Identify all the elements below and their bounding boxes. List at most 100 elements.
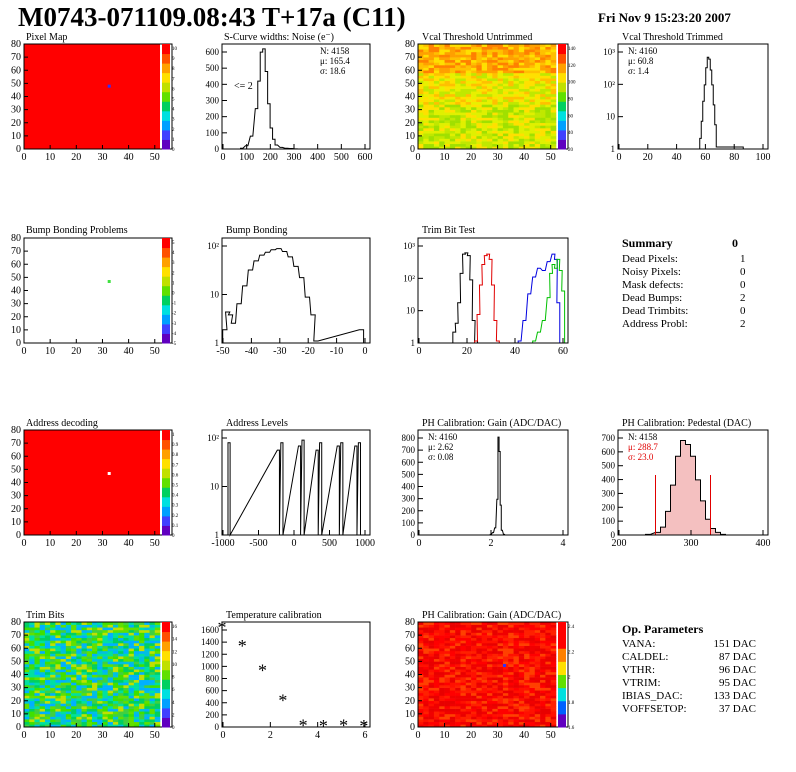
x-tick-label: 10: [45, 346, 55, 357]
heatmap-cell: [534, 669, 541, 673]
heatmap-cell: [471, 83, 477, 87]
heatmap-cell: [133, 653, 140, 657]
heatmap-cell: [449, 645, 456, 649]
heatmap-cell: [476, 716, 482, 720]
heatmap-cell: [481, 128, 488, 131]
heatmap-cell: [439, 650, 445, 654]
heatmap-cell: [65, 669, 72, 673]
heatmap-cell: [465, 711, 472, 715]
heatmap-cell: [460, 75, 467, 79]
heatmap-cell: [534, 637, 541, 641]
heatmap-cell: [133, 624, 140, 628]
heatmap-cell: [534, 75, 541, 79]
heatmap-cell: [139, 643, 145, 646]
heatmap-cell: [481, 57, 488, 61]
heatmap-cell: [444, 99, 451, 103]
heatmap-cell: [423, 682, 429, 686]
heatmap-cell: [518, 674, 525, 678]
heatmap-cell: [534, 677, 541, 681]
heatmap-cell: [34, 629, 40, 633]
palette-tick-label: 1.8: [568, 701, 575, 706]
heatmap-cell: [433, 143, 440, 147]
heatmap-cell: [71, 716, 77, 720]
heatmap-cell: [139, 716, 145, 720]
heatmap-cell: [433, 88, 440, 92]
heatmap-cell: [502, 724, 509, 728]
heatmap-cell: [460, 656, 467, 660]
heatmap-cell: [39, 671, 46, 675]
heatmap-cell: [65, 671, 72, 675]
heatmap-cell: [481, 624, 488, 628]
data-point: *: [359, 716, 368, 736]
heatmap-cell: [81, 713, 88, 717]
heatmap-cell: [518, 706, 525, 709]
y-tick-label: 20: [405, 696, 415, 707]
heatmap-cell: [133, 695, 140, 699]
heatmap-cell: [24, 653, 30, 657]
heatmap-cell: [550, 664, 557, 667]
heatmap-cell: [39, 706, 46, 709]
heatmap-cell: [433, 658, 440, 662]
summary-value: 1: [740, 253, 746, 265]
heatmap-cell: [492, 80, 498, 84]
heatmap-cell: [455, 130, 461, 134]
heatmap-cell: [60, 721, 67, 725]
heatmap-cell: [418, 650, 424, 654]
heatmap-cell: [465, 75, 472, 79]
heatmap-cell: [508, 716, 514, 720]
summary-box: Summary 0 Dead Pixels: 1 Noisy Pixels: 0…: [622, 236, 752, 336]
heatmap-cell: [540, 122, 546, 126]
heatmap-cell: [492, 128, 498, 131]
heatmap-cell: [97, 645, 103, 649]
heatmap-cell: [471, 640, 477, 644]
y-tick-label: 10³: [403, 241, 415, 251]
heatmap-cell: [144, 706, 150, 709]
summary-label: Address Probl:: [622, 318, 688, 330]
heatmap-cell: [107, 632, 114, 636]
y-tick-label: 70: [405, 52, 415, 63]
heatmap-cell: [465, 107, 472, 110]
heatmap-cell: [112, 708, 119, 712]
heatmap-cell: [97, 669, 103, 673]
heatmap-cell: [497, 44, 504, 47]
heatmap-cell: [534, 54, 541, 58]
heatmap-cell: [502, 706, 509, 709]
heatmap-cell: [24, 658, 30, 662]
heatmap-cell: [418, 716, 424, 720]
heatmap-cell: [102, 703, 108, 707]
heatmap-cell: [492, 141, 498, 145]
stats-line: σ: 23.0: [628, 452, 654, 462]
heatmap-cell: [550, 80, 557, 84]
heatmap-cell: [455, 44, 461, 47]
heatmap-cell: [81, 666, 88, 670]
heatmap-cell: [492, 682, 498, 686]
heatmap-cell: [55, 724, 61, 728]
heatmap-cell: [476, 629, 482, 633]
heatmap-cell: [508, 96, 514, 100]
heatmap-cell: [476, 86, 482, 89]
heatmap-cell: [428, 143, 435, 147]
heatmap-cell: [34, 664, 40, 667]
heatmap-cell: [492, 51, 498, 55]
heatmap-cell: [534, 724, 541, 728]
heatmap-cell: [423, 93, 429, 97]
heatmap-cell: [465, 640, 472, 644]
heatmap-cell: [465, 716, 472, 720]
heatmap-cell: [481, 682, 488, 686]
heatmap-cell: [481, 146, 488, 150]
heatmap-cell: [550, 721, 557, 725]
heatmap-cell: [139, 679, 145, 683]
heatmap-cell: [81, 692, 88, 696]
heatmap-cell: [455, 83, 461, 87]
heatmap-cell: [481, 125, 488, 129]
heatmap-cell: [460, 70, 467, 74]
y-tick-label: 1400: [201, 637, 220, 647]
heatmap-cell: [71, 721, 77, 725]
heatmap-cell: [518, 640, 525, 644]
heatmap-cell: [534, 88, 541, 92]
heatmap-cell: [433, 130, 440, 134]
heatmap-cell: [418, 75, 424, 79]
heatmap-cell: [508, 117, 514, 121]
heatmap-cell: [476, 674, 482, 678]
heatmap-cell: [524, 54, 530, 58]
